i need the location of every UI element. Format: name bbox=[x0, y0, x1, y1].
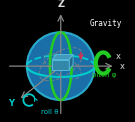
Text: roll θ: roll θ bbox=[41, 109, 58, 115]
Text: x: x bbox=[119, 62, 124, 71]
Text: x: x bbox=[115, 52, 120, 61]
Text: Y: Y bbox=[8, 99, 14, 108]
Text: pitch φ: pitch φ bbox=[92, 72, 116, 78]
Circle shape bbox=[27, 32, 95, 100]
Polygon shape bbox=[52, 55, 73, 60]
Polygon shape bbox=[69, 55, 73, 70]
Text: Gravity: Gravity bbox=[90, 19, 122, 28]
Text: Z: Z bbox=[57, 0, 64, 9]
Polygon shape bbox=[52, 60, 69, 70]
